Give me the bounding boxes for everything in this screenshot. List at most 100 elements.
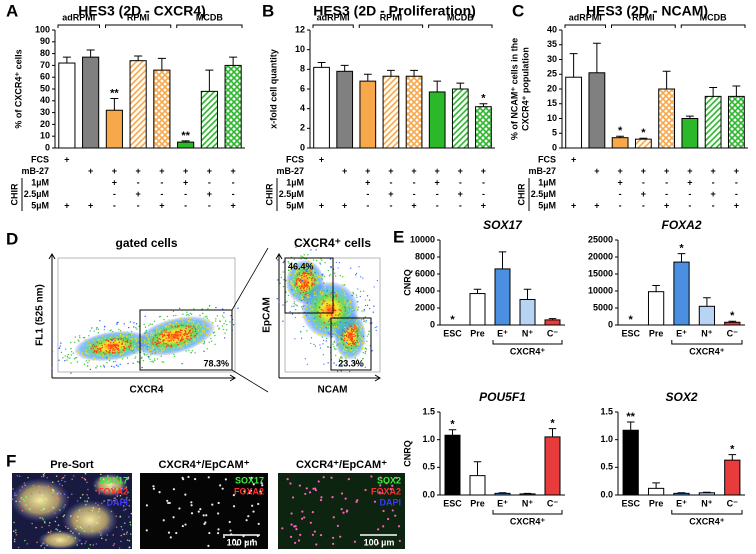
event-dot (204, 320, 206, 322)
cell (252, 483, 255, 486)
event-dot (95, 367, 97, 369)
event-dot (95, 345, 98, 347)
event-dot (109, 358, 111, 361)
condition-cell: - (619, 200, 622, 210)
cell (64, 525, 67, 528)
event-dot (343, 330, 346, 332)
error-bar (548, 318, 557, 320)
event-dot (328, 329, 330, 332)
cell (116, 495, 119, 497)
event-dot (357, 288, 359, 290)
event-dot (314, 272, 316, 274)
event-dot (286, 300, 288, 303)
event-dot (89, 368, 92, 371)
event-dot (133, 326, 135, 328)
event-dot (339, 351, 342, 353)
cell (21, 486, 24, 488)
cell (118, 547, 121, 549)
event-dot (187, 323, 189, 325)
event-dot (360, 329, 362, 331)
event-dot (51, 367, 53, 369)
event-dot (183, 332, 186, 335)
event-dot (356, 339, 358, 342)
event-dot (191, 328, 193, 330)
cell (125, 498, 128, 500)
event-dot (341, 357, 343, 359)
event-dot (178, 346, 181, 348)
event-dot (294, 338, 296, 340)
bar (544, 319, 561, 326)
cell (370, 475, 373, 478)
event-dot (170, 345, 173, 348)
event-dot (301, 282, 303, 284)
event-dot (119, 333, 122, 336)
event-dot (364, 347, 366, 350)
event-dot (150, 352, 152, 354)
event-dot (101, 346, 104, 349)
cell (190, 501, 193, 504)
cell (20, 497, 23, 499)
event-dot (293, 276, 295, 278)
event-dot (172, 314, 175, 317)
event-dot (166, 332, 168, 334)
cell-cluster (38, 530, 82, 550)
event-dot (344, 350, 347, 353)
event-dot (325, 282, 328, 284)
event-dot (301, 280, 304, 282)
cell (102, 478, 105, 480)
event-dot (230, 314, 232, 317)
event-dot (192, 331, 194, 333)
event-dot (203, 331, 206, 333)
condition-cell: + (435, 177, 440, 187)
y-tick-label: 10 (295, 44, 305, 54)
event-dot (200, 341, 202, 343)
condition-cell: - (665, 189, 668, 199)
event-dot (160, 347, 162, 350)
event-dot (179, 334, 182, 336)
cell (89, 543, 92, 546)
event-dot (333, 309, 336, 311)
event-dot (321, 303, 323, 305)
event-dot (110, 344, 112, 346)
event-dot (172, 310, 175, 313)
event-dot (375, 329, 377, 332)
event-dot (88, 335, 90, 337)
event-dot (345, 348, 348, 351)
event-dot (349, 301, 352, 304)
event-dot (182, 321, 184, 323)
event-dot (323, 282, 325, 284)
bar (494, 492, 511, 496)
event-dot (113, 349, 116, 351)
cell (336, 524, 340, 527)
event-dot (329, 273, 331, 276)
y-tick-label: 0 (552, 142, 557, 152)
event-dot (302, 242, 304, 245)
event-dot (141, 346, 143, 349)
event-dot (346, 355, 348, 358)
event-dot (97, 332, 100, 334)
cell (96, 513, 99, 515)
event-dot (321, 274, 323, 276)
event-dot (136, 361, 139, 363)
event-dot (354, 328, 356, 330)
event-dot (303, 325, 305, 328)
event-dot (337, 327, 340, 329)
event-dot (164, 335, 166, 337)
cell (243, 490, 246, 493)
group-label: adRPMI (62, 12, 95, 22)
event-dot (340, 339, 342, 341)
event-dot (331, 313, 333, 315)
event-dot (300, 278, 302, 280)
cell (123, 522, 126, 524)
event-dot (151, 341, 153, 343)
event-dot (154, 341, 157, 343)
event-dot (358, 333, 361, 335)
event-dot (324, 294, 327, 297)
event-dot (363, 320, 366, 322)
event-dot (349, 305, 351, 308)
event-dot (315, 277, 318, 280)
condition-cell: - (619, 189, 622, 199)
cell (78, 509, 81, 512)
condition-cell: + (435, 166, 440, 176)
cell (117, 503, 119, 505)
